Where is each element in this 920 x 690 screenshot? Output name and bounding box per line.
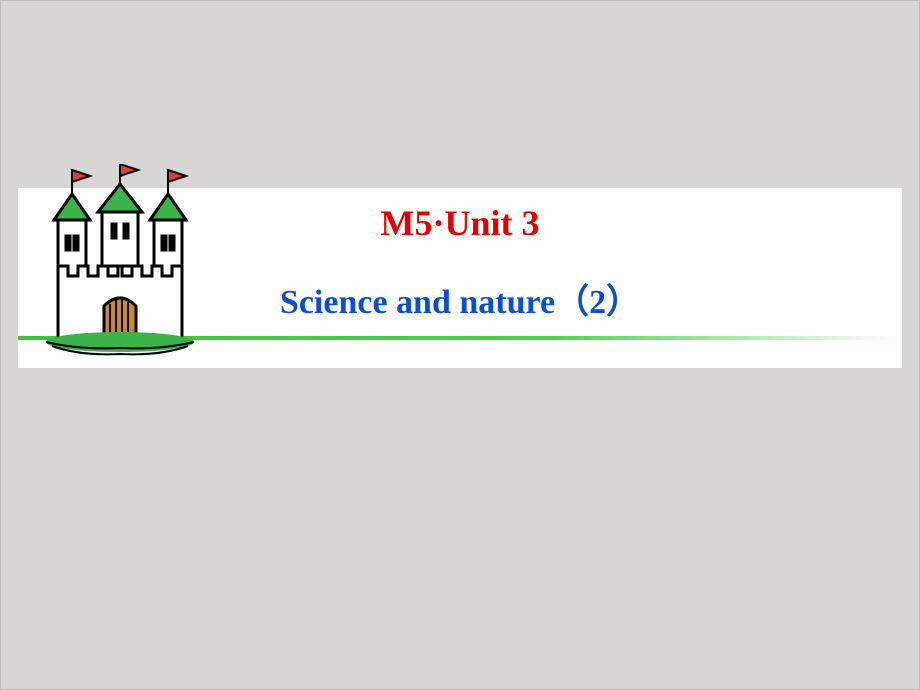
title-banner: M5·Unit 3 Science and nature（2） <box>18 188 902 368</box>
unit-subtitle: Science and nature（2） <box>18 274 902 323</box>
castle-icon <box>40 164 200 364</box>
unit-title: M5·Unit 3 <box>18 202 902 244</box>
